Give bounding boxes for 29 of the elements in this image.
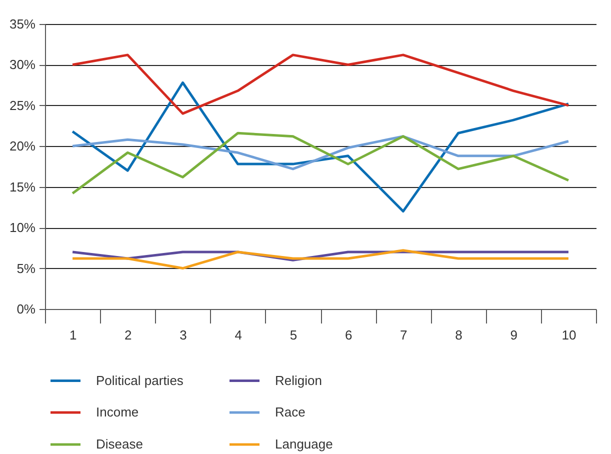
x-tick-label: 2 bbox=[124, 328, 132, 342]
x-tick-label: 3 bbox=[180, 328, 187, 342]
x-tick-label: 4 bbox=[234, 328, 242, 342]
line-series bbox=[71, 249, 570, 270]
x-tick-label: 5 bbox=[290, 328, 298, 342]
legend-label: Language bbox=[275, 436, 333, 452]
x-tick-label: 6 bbox=[344, 328, 352, 342]
y-tick-label: 0% bbox=[16, 302, 36, 316]
legend-label: Political parties bbox=[96, 372, 184, 388]
legend-label: Religion bbox=[275, 372, 322, 388]
legend-label: Disease bbox=[96, 436, 143, 452]
x-tick-label: 1 bbox=[69, 328, 77, 342]
legend-label: Race bbox=[275, 404, 306, 420]
x-tick-label: 8 bbox=[455, 328, 462, 342]
y-tick-label: 25% bbox=[9, 98, 36, 113]
y-tick-label: 30% bbox=[9, 57, 36, 72]
line-series bbox=[71, 54, 570, 115]
y-tick-label: 5% bbox=[16, 260, 36, 276]
y-tick-label: 35% bbox=[9, 16, 36, 32]
x-tick-label: 7 bbox=[400, 328, 408, 342]
line-series bbox=[71, 135, 570, 170]
line-series bbox=[71, 81, 570, 213]
y-tick-label: 20% bbox=[9, 138, 36, 154]
legend-label: Income bbox=[96, 404, 139, 420]
x-tick-label: 9 bbox=[510, 328, 518, 342]
y-tick-label: 10% bbox=[9, 220, 36, 236]
line-series bbox=[71, 132, 570, 195]
y-tick-label: 15% bbox=[9, 179, 36, 194]
x-tick-label: 10 bbox=[562, 328, 576, 342]
